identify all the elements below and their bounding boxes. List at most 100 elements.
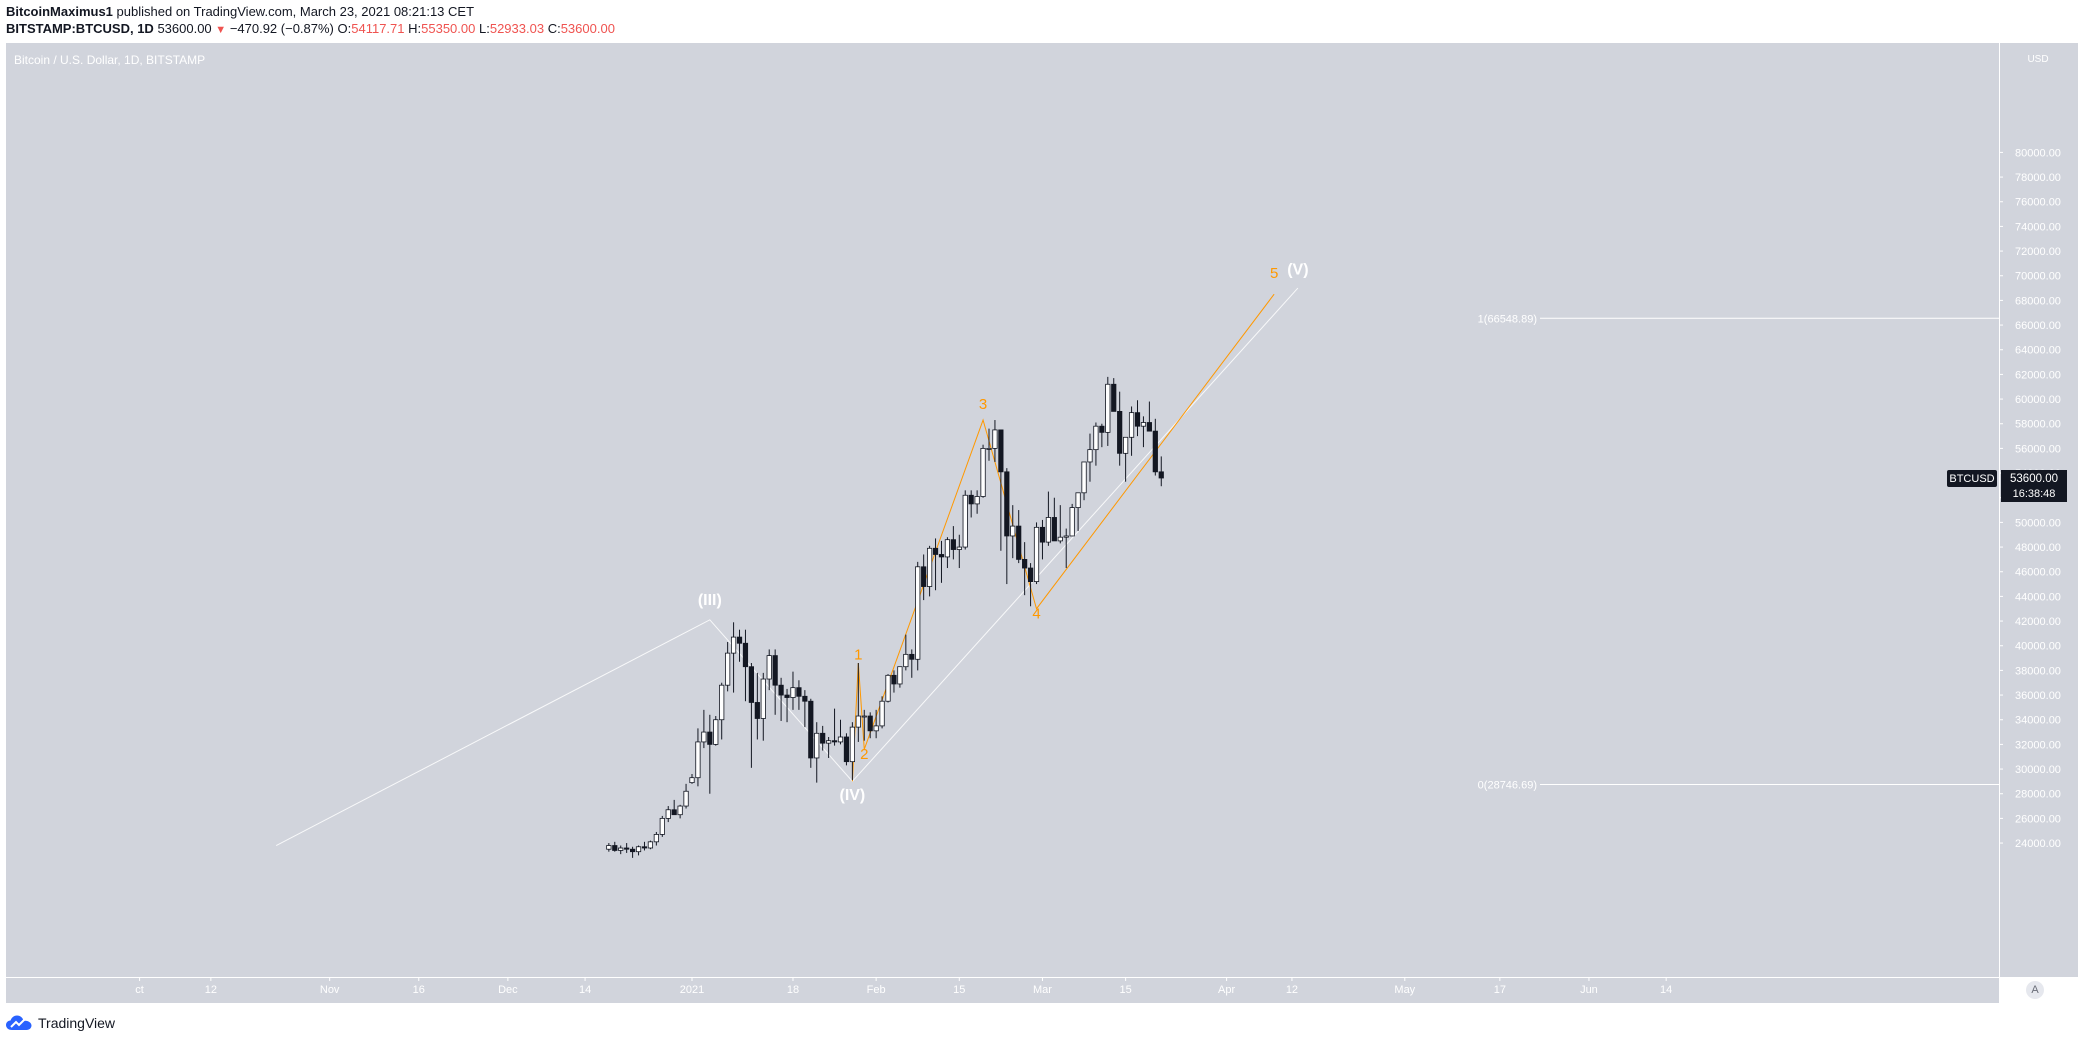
wave-label: 5 <box>1270 265 1278 282</box>
bar-countdown: 16:38:48 <box>2013 488 2056 500</box>
plot-area[interactable] <box>6 43 1999 977</box>
time-tick-label: 15 <box>953 984 965 996</box>
candle-up <box>1063 535 1069 538</box>
candle-down <box>624 847 630 850</box>
fib-level-label: 1(66548.89) <box>1478 313 1537 325</box>
candle-down <box>736 636 743 644</box>
fib-retracement[interactable]: 1(66548.89) 0(28746.69) <box>1478 313 1999 792</box>
wave-labels: (III) (IV) (V) 1 2 3 4 5 <box>698 262 1309 804</box>
candle-up <box>1081 461 1087 494</box>
symbol-title: BITSTAMP:BTCUSD, 1D <box>6 21 154 36</box>
price-tick-label: 42000.00 <box>2015 616 2061 628</box>
candle-down <box>707 731 713 745</box>
candle-down <box>754 702 760 719</box>
time-tick-label: 14 <box>1660 984 1672 996</box>
candle-up <box>1140 422 1147 427</box>
candle-up <box>713 719 719 745</box>
price-tick-label: 26000.00 <box>2015 813 2061 825</box>
time-tick-label: 14 <box>579 984 591 996</box>
time-tick-label: Apr <box>1218 984 1235 996</box>
time-tick-label: Nov <box>320 984 340 996</box>
candle-up <box>986 448 992 450</box>
candle-up <box>855 715 861 728</box>
candle-down <box>1146 422 1152 432</box>
candle-down <box>1158 471 1164 479</box>
time-tick-label: Dec <box>498 984 518 996</box>
candle-down <box>784 694 790 698</box>
author-name[interactable]: BitcoinMaximus1 <box>6 4 113 19</box>
open-value: 54117.71 <box>351 21 405 36</box>
price-tick-label: 68000.00 <box>2015 295 2061 307</box>
price-tick-label: 36000.00 <box>2015 690 2061 702</box>
time-tick-label: Feb <box>867 984 886 996</box>
time-tick-label: 2021 <box>680 984 704 996</box>
candle-down <box>772 655 778 686</box>
candle-up <box>1033 526 1040 582</box>
auto-scale-button[interactable]: A <box>2026 981 2044 999</box>
candle-up <box>814 732 820 759</box>
time-scale-ticks: ct 12 Nov 16 Dec 14 2021 18 Feb 15 Mar 15 Apr 12 May 17… <box>135 977 1672 996</box>
tradingview-branding[interactable]: TradingView <box>6 1012 115 1034</box>
price-axis[interactable] <box>1999 43 2078 977</box>
candle-down <box>891 674 897 685</box>
candle-up <box>1105 383 1111 433</box>
last-price-symbol: BTCUSD <box>1949 473 1994 485</box>
candle-up <box>1128 412 1135 438</box>
wave-label: 1 <box>854 646 862 663</box>
candle-down <box>968 494 974 505</box>
candle-up <box>695 741 701 779</box>
candle-down <box>950 539 956 550</box>
down-triangle-icon: ▼ <box>215 24 227 36</box>
candle-up <box>1045 517 1051 543</box>
candlestick-series <box>606 376 1164 858</box>
candle-up <box>647 841 654 849</box>
candle-up <box>1010 525 1016 537</box>
price-change: −470.92 (−0.87%) <box>229 21 334 36</box>
price-tick-label: 72000.00 <box>2015 246 2061 258</box>
wave-label: (III) <box>698 592 722 609</box>
candle-up <box>915 566 921 660</box>
wave-label: 3 <box>979 396 987 413</box>
candle-up <box>790 687 796 698</box>
time-axis[interactable] <box>6 977 1999 1003</box>
candle-up <box>885 674 891 702</box>
time-tick-label: 16 <box>413 984 425 996</box>
candle-up <box>730 636 737 654</box>
candle-down <box>909 653 915 660</box>
wave-label: 4 <box>1032 606 1040 623</box>
candle-up <box>665 809 671 819</box>
price-tick-label: 64000.00 <box>2015 345 2061 357</box>
candle-down <box>921 566 927 587</box>
time-tick-label: 12 <box>205 984 217 996</box>
time-tick-label: 12 <box>1286 984 1298 996</box>
ohlc-legend: BITSTAMP:BTCUSD, 1D 53600.00 ▼ −470.92 (… <box>6 21 615 37</box>
candle-down <box>796 687 802 697</box>
price-tick-label: 66000.00 <box>2015 320 2061 332</box>
price-tick-label: 56000.00 <box>2015 443 2061 455</box>
candle-up <box>873 725 879 732</box>
candle-up <box>1075 492 1081 508</box>
price-tick-label: 24000.00 <box>2015 838 2061 850</box>
candle-down <box>843 736 850 763</box>
price-tick-label: 50000.00 <box>2015 517 2061 529</box>
price-tick-label: 48000.00 <box>2015 542 2061 554</box>
wave-label: (IV) <box>839 787 865 804</box>
price-tick-label: 62000.00 <box>2015 369 2061 381</box>
time-tick-label: Mar <box>1033 984 1052 996</box>
candle-up <box>962 494 968 548</box>
price-tick-label: 38000.00 <box>2015 665 2061 677</box>
candle-up <box>760 678 766 719</box>
candle-down <box>867 715 873 732</box>
close-label: C: <box>547 21 561 36</box>
last-price-value: 53600.00 <box>2010 473 2058 485</box>
candle-up <box>992 429 998 449</box>
candle-up <box>677 805 683 816</box>
candle-up <box>944 539 951 558</box>
candle-down <box>671 809 677 816</box>
candle-up <box>766 655 772 680</box>
price-tick-label: 46000.00 <box>2015 567 2061 579</box>
price-tick-label: 78000.00 <box>2015 172 2061 184</box>
close-value: 53600.00 <box>560 21 615 36</box>
candle-down <box>1099 425 1105 433</box>
